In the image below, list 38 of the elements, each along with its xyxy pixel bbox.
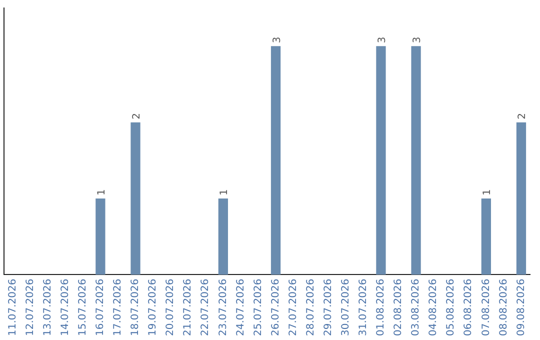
- x-tick-label: 31.07.2026: [358, 278, 370, 336]
- x-tick-label: 01.08.2026: [376, 278, 387, 336]
- data-label: 3: [376, 36, 388, 44]
- data-label: 1: [219, 189, 230, 196]
- x-tick-label: 18.07.2026: [130, 278, 142, 336]
- x-tick-label: 07.08.2026: [480, 278, 492, 336]
- x-tick-label: 26.07.2026: [270, 278, 282, 336]
- data-label: 2: [517, 112, 528, 120]
- x-tick-label: 02.08.2026: [393, 278, 404, 336]
- x-tick-label: 25.07.2026: [252, 278, 264, 336]
- x-tick-label: 03.08.2026: [410, 278, 422, 336]
- x-tick-label: 14.07.2026: [60, 278, 71, 336]
- x-tick-label: 19.07.2026: [148, 278, 159, 336]
- x-tick-label: 15.07.2026: [77, 278, 88, 336]
- x-tick-label: 21.07.2026: [182, 278, 194, 336]
- x-tick-label: 24.07.2026: [235, 278, 246, 336]
- data-label: 3: [272, 36, 283, 44]
- x-tick-label: 09.08.2026: [516, 278, 527, 336]
- x-tick-label: 13.07.2026: [42, 278, 54, 336]
- x-tick-label: 16.07.2026: [95, 278, 106, 336]
- x-tick-label: 27.07.2026: [288, 278, 299, 336]
- x-tick-label: 17.07.2026: [112, 278, 124, 336]
- x-tick-label: 22.07.2026: [200, 278, 212, 336]
- x-tick-label: 11.07.2026: [7, 278, 18, 336]
- x-tick-label: 28.07.2026: [305, 278, 316, 336]
- x-tick-label: 08.08.2026: [498, 278, 510, 336]
- x-tick-label: 06.08.2026: [463, 278, 474, 336]
- data-label: 1: [96, 189, 108, 196]
- x-tick-label: 05.08.2026: [446, 278, 457, 336]
- x-tick-label: 23.07.2026: [218, 278, 229, 336]
- data-label: 3: [412, 36, 424, 44]
- x-tick-label: 12.07.2026: [24, 278, 36, 336]
- x-tick-label: 20.07.2026: [165, 278, 176, 336]
- data-label: 2: [132, 112, 142, 120]
- x-tick-label: 04.08.2026: [428, 278, 440, 336]
- x-tick-label: 29.07.2026: [322, 278, 334, 336]
- data-label: 1: [482, 189, 494, 196]
- x-tick-label: 30.07.2026: [340, 278, 352, 336]
